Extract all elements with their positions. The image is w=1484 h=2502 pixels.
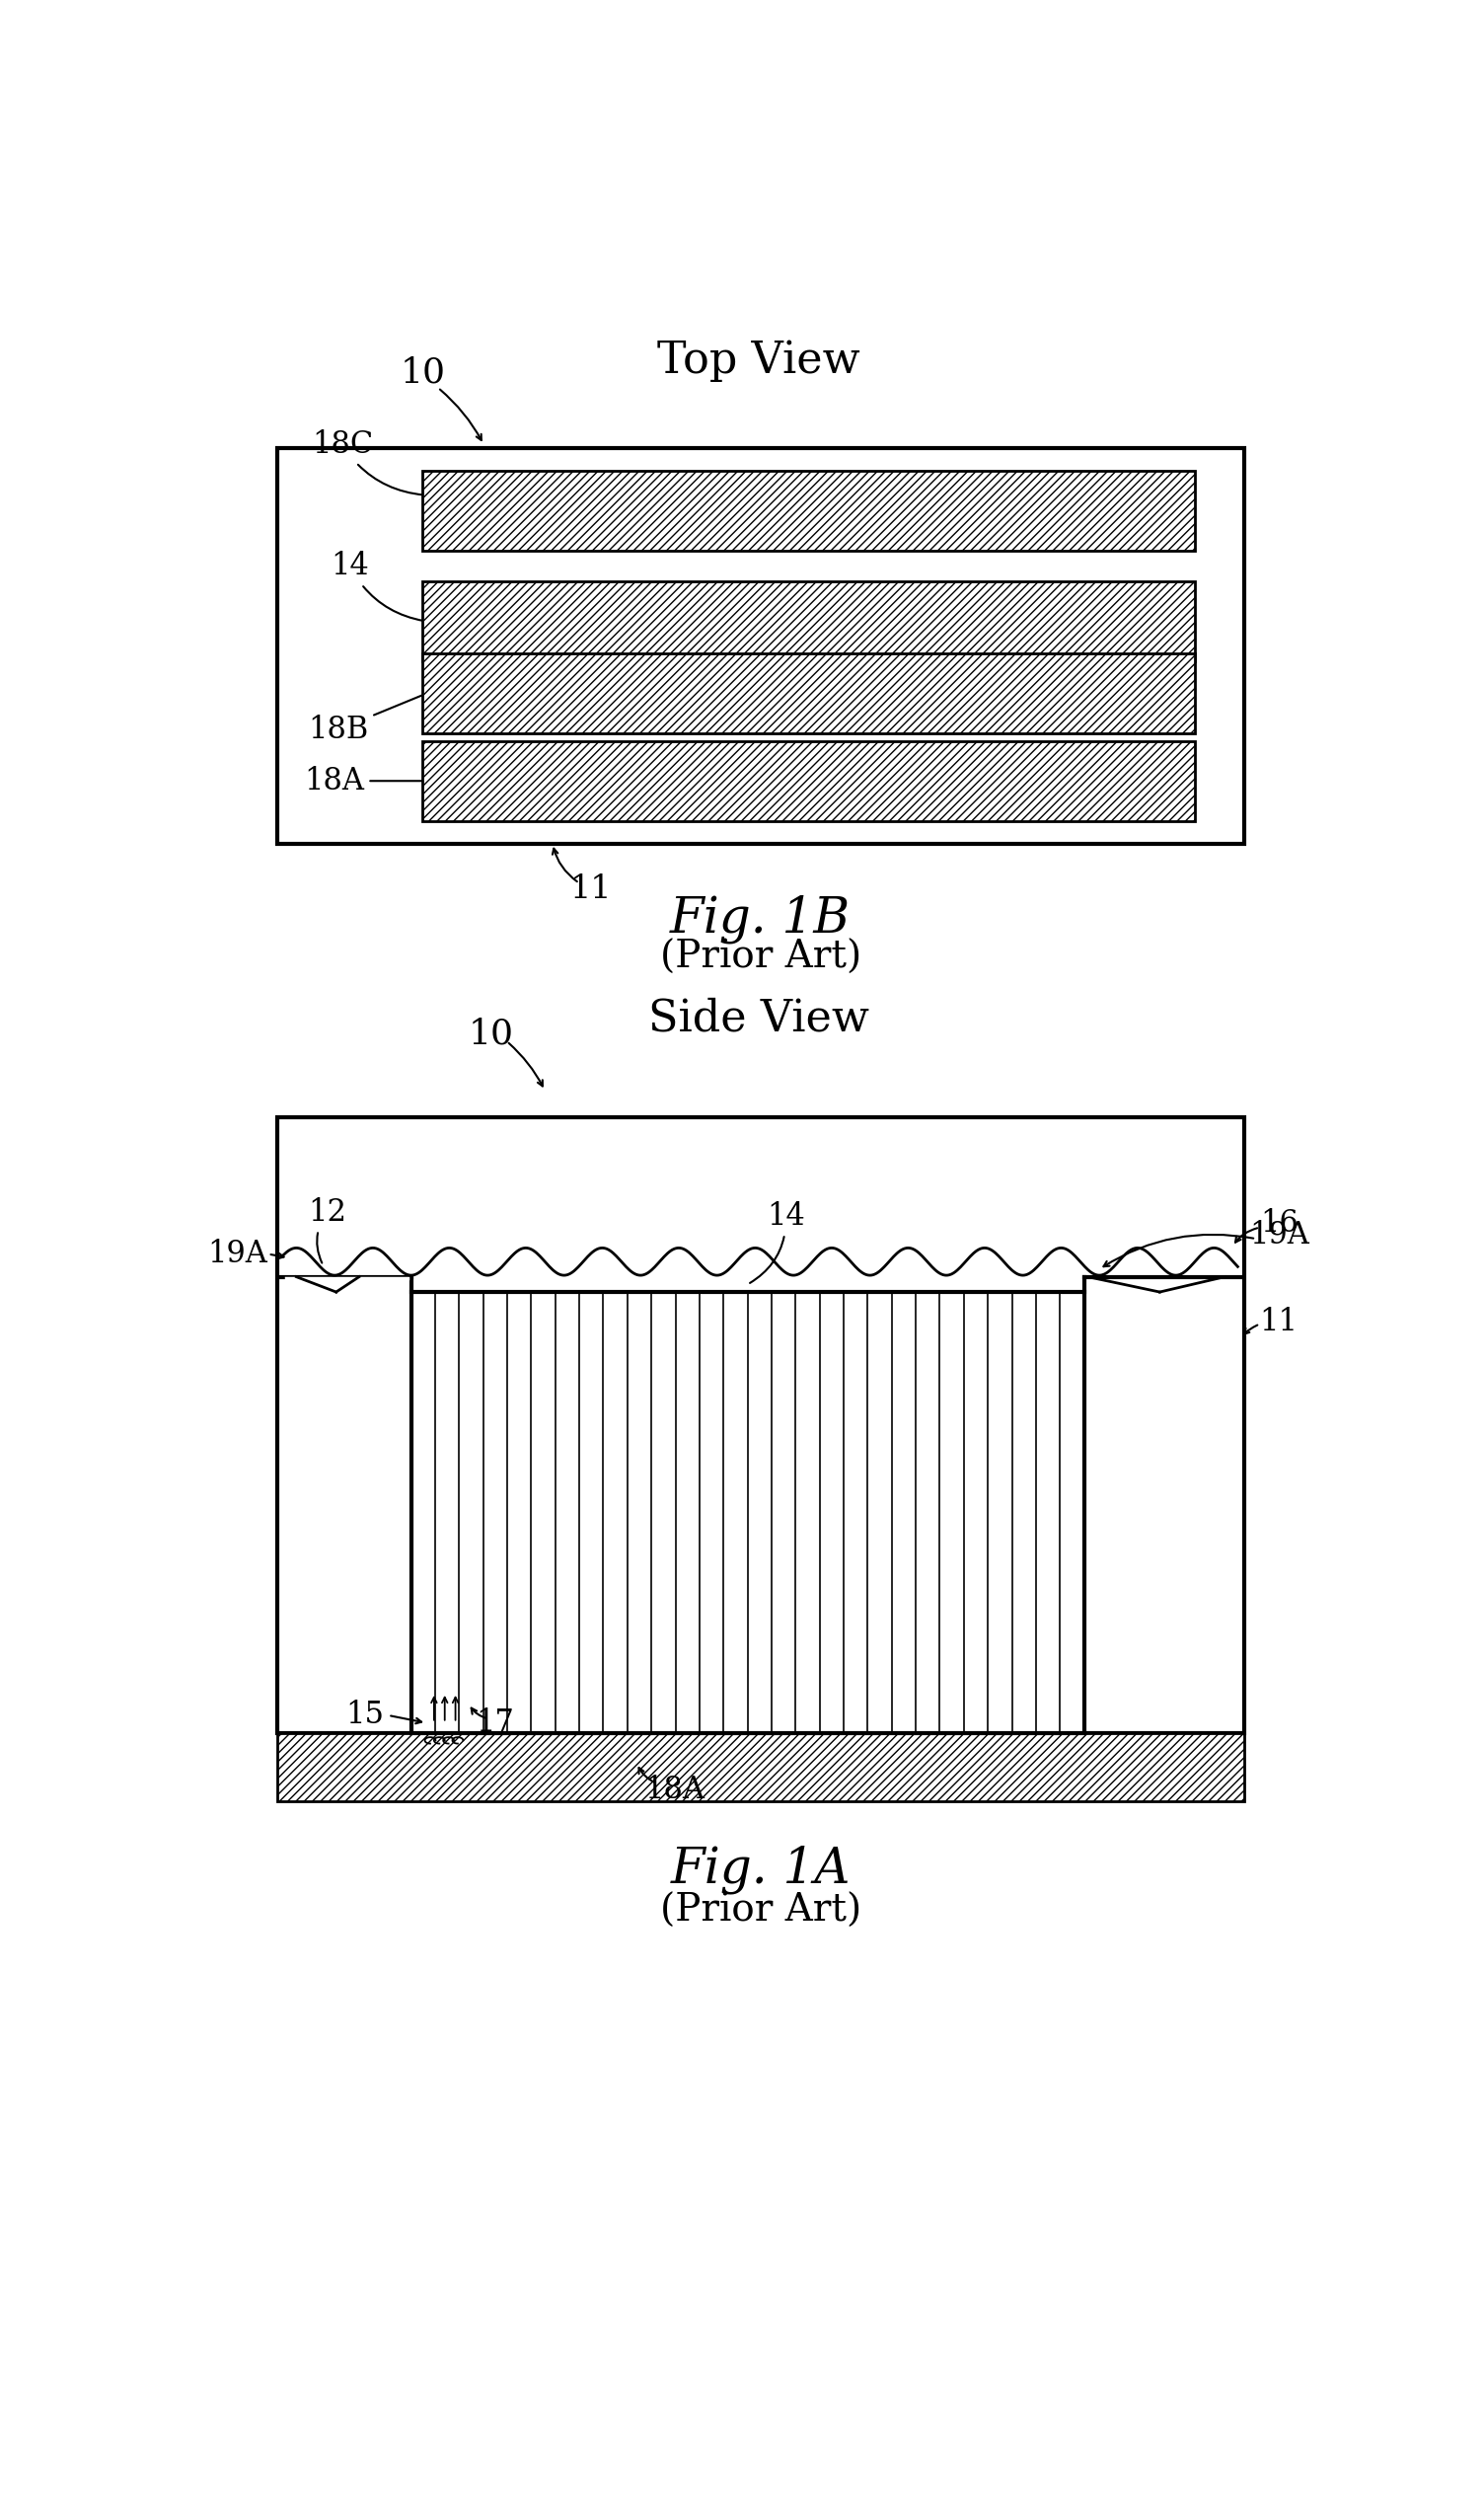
- Text: 15: 15: [346, 1699, 384, 1731]
- Text: 10: 10: [469, 1016, 513, 1051]
- Bar: [278, 448, 1244, 843]
- Bar: [423, 470, 1195, 550]
- Text: 11: 11: [570, 873, 611, 906]
- Text: 18A: 18A: [646, 1774, 705, 1804]
- Text: (Prior Art): (Prior Art): [660, 1894, 861, 1929]
- Text: (Prior Art): (Prior Art): [660, 938, 861, 976]
- Text: 14: 14: [331, 550, 423, 620]
- Bar: [423, 653, 1195, 733]
- Text: 14: 14: [749, 1201, 804, 1284]
- Bar: [423, 741, 1195, 821]
- Text: 18C: 18C: [312, 430, 423, 495]
- Bar: [278, 1734, 1244, 1801]
- Bar: [423, 580, 1195, 661]
- Bar: [411, 1291, 1083, 1734]
- Text: 18A: 18A: [304, 766, 423, 796]
- Text: Fig. 1A: Fig. 1A: [671, 1844, 850, 1894]
- Text: Side View: Side View: [649, 998, 870, 1041]
- Text: 11: 11: [1260, 1306, 1298, 1339]
- Text: 19A: 19A: [208, 1238, 267, 1269]
- Text: 10: 10: [399, 355, 445, 390]
- Bar: [278, 1118, 1244, 1734]
- Text: 16: 16: [1260, 1208, 1298, 1238]
- Text: Top View: Top View: [657, 340, 861, 383]
- Text: 17: 17: [476, 1709, 515, 1739]
- Text: 12: 12: [307, 1196, 346, 1264]
- Text: 18B: 18B: [309, 696, 424, 746]
- Text: Fig. 1B: Fig. 1B: [671, 896, 850, 943]
- Text: 19A: 19A: [1250, 1218, 1309, 1251]
